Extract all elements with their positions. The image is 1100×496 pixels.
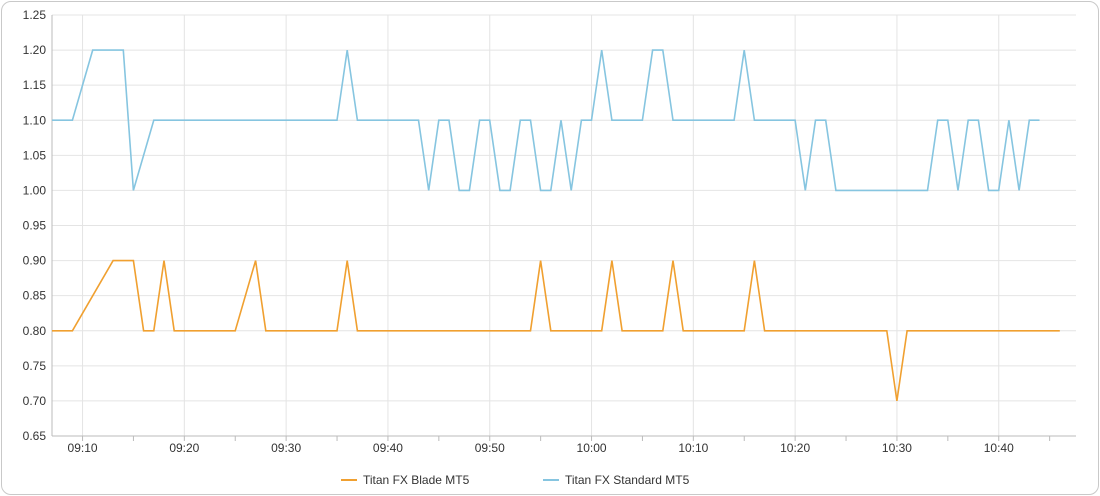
y-tick-label: 1.05 <box>23 148 47 162</box>
y-tick-label: 1.15 <box>23 78 47 92</box>
legend: Titan FX Blade MT5 Titan FX Standard MT5 <box>0 470 1100 490</box>
y-tick-label: 0.70 <box>23 394 47 408</box>
x-tick-label: 09:50 <box>475 441 505 455</box>
x-tick-label: 09:10 <box>68 441 98 455</box>
legend-item-blade[interactable]: Titan FX Blade MT5 <box>341 470 469 490</box>
legend-swatch-standard <box>543 479 559 481</box>
y-tick-label: 0.75 <box>23 359 47 373</box>
legend-swatch-blade <box>341 479 357 481</box>
x-tick-label: 10:10 <box>678 441 708 455</box>
tick-labels: 0.65 0.70 0.75 0.80 0.85 0.90 0.95 1.00 1.05 1.10… <box>23 8 1014 455</box>
y-tick-label: 0.80 <box>23 324 47 338</box>
y-tick-label: 0.90 <box>23 254 47 268</box>
legend-item-standard[interactable]: Titan FX Standard MT5 <box>543 470 689 490</box>
y-tick-label: 1.25 <box>23 8 47 22</box>
y-tick-label: 1.20 <box>23 43 47 57</box>
series-line-standard[interactable] <box>52 49 1040 192</box>
grid <box>52 14 1076 437</box>
y-tick-label: 1.00 <box>23 183 47 197</box>
y-tick-label: 0.85 <box>23 289 47 303</box>
legend-label-standard: Titan FX Standard MT5 <box>565 473 690 487</box>
x-tick-label: 10:30 <box>882 441 912 455</box>
y-tick-label: 0.95 <box>23 219 47 233</box>
y-tick-label: 1.10 <box>23 113 47 127</box>
y-tick-label: 0.65 <box>23 429 47 443</box>
x-tick-label: 10:20 <box>780 441 810 455</box>
series-line-blade[interactable] <box>52 259 1060 402</box>
axes <box>51 15 1076 441</box>
line-chart: 0.65 0.70 0.75 0.80 0.85 0.90 0.95 1.00 1.05 1.10… <box>23 8 1076 455</box>
legend-label-blade: Titan FX Blade MT5 <box>363 473 470 487</box>
x-tick-label: 09:40 <box>373 441 403 455</box>
x-tick-label: 09:20 <box>169 441 199 455</box>
series-lines <box>52 49 1060 402</box>
x-tick-label: 10:40 <box>984 441 1014 455</box>
x-tick-label: 10:00 <box>577 441 607 455</box>
x-tick-label: 09:30 <box>271 441 301 455</box>
